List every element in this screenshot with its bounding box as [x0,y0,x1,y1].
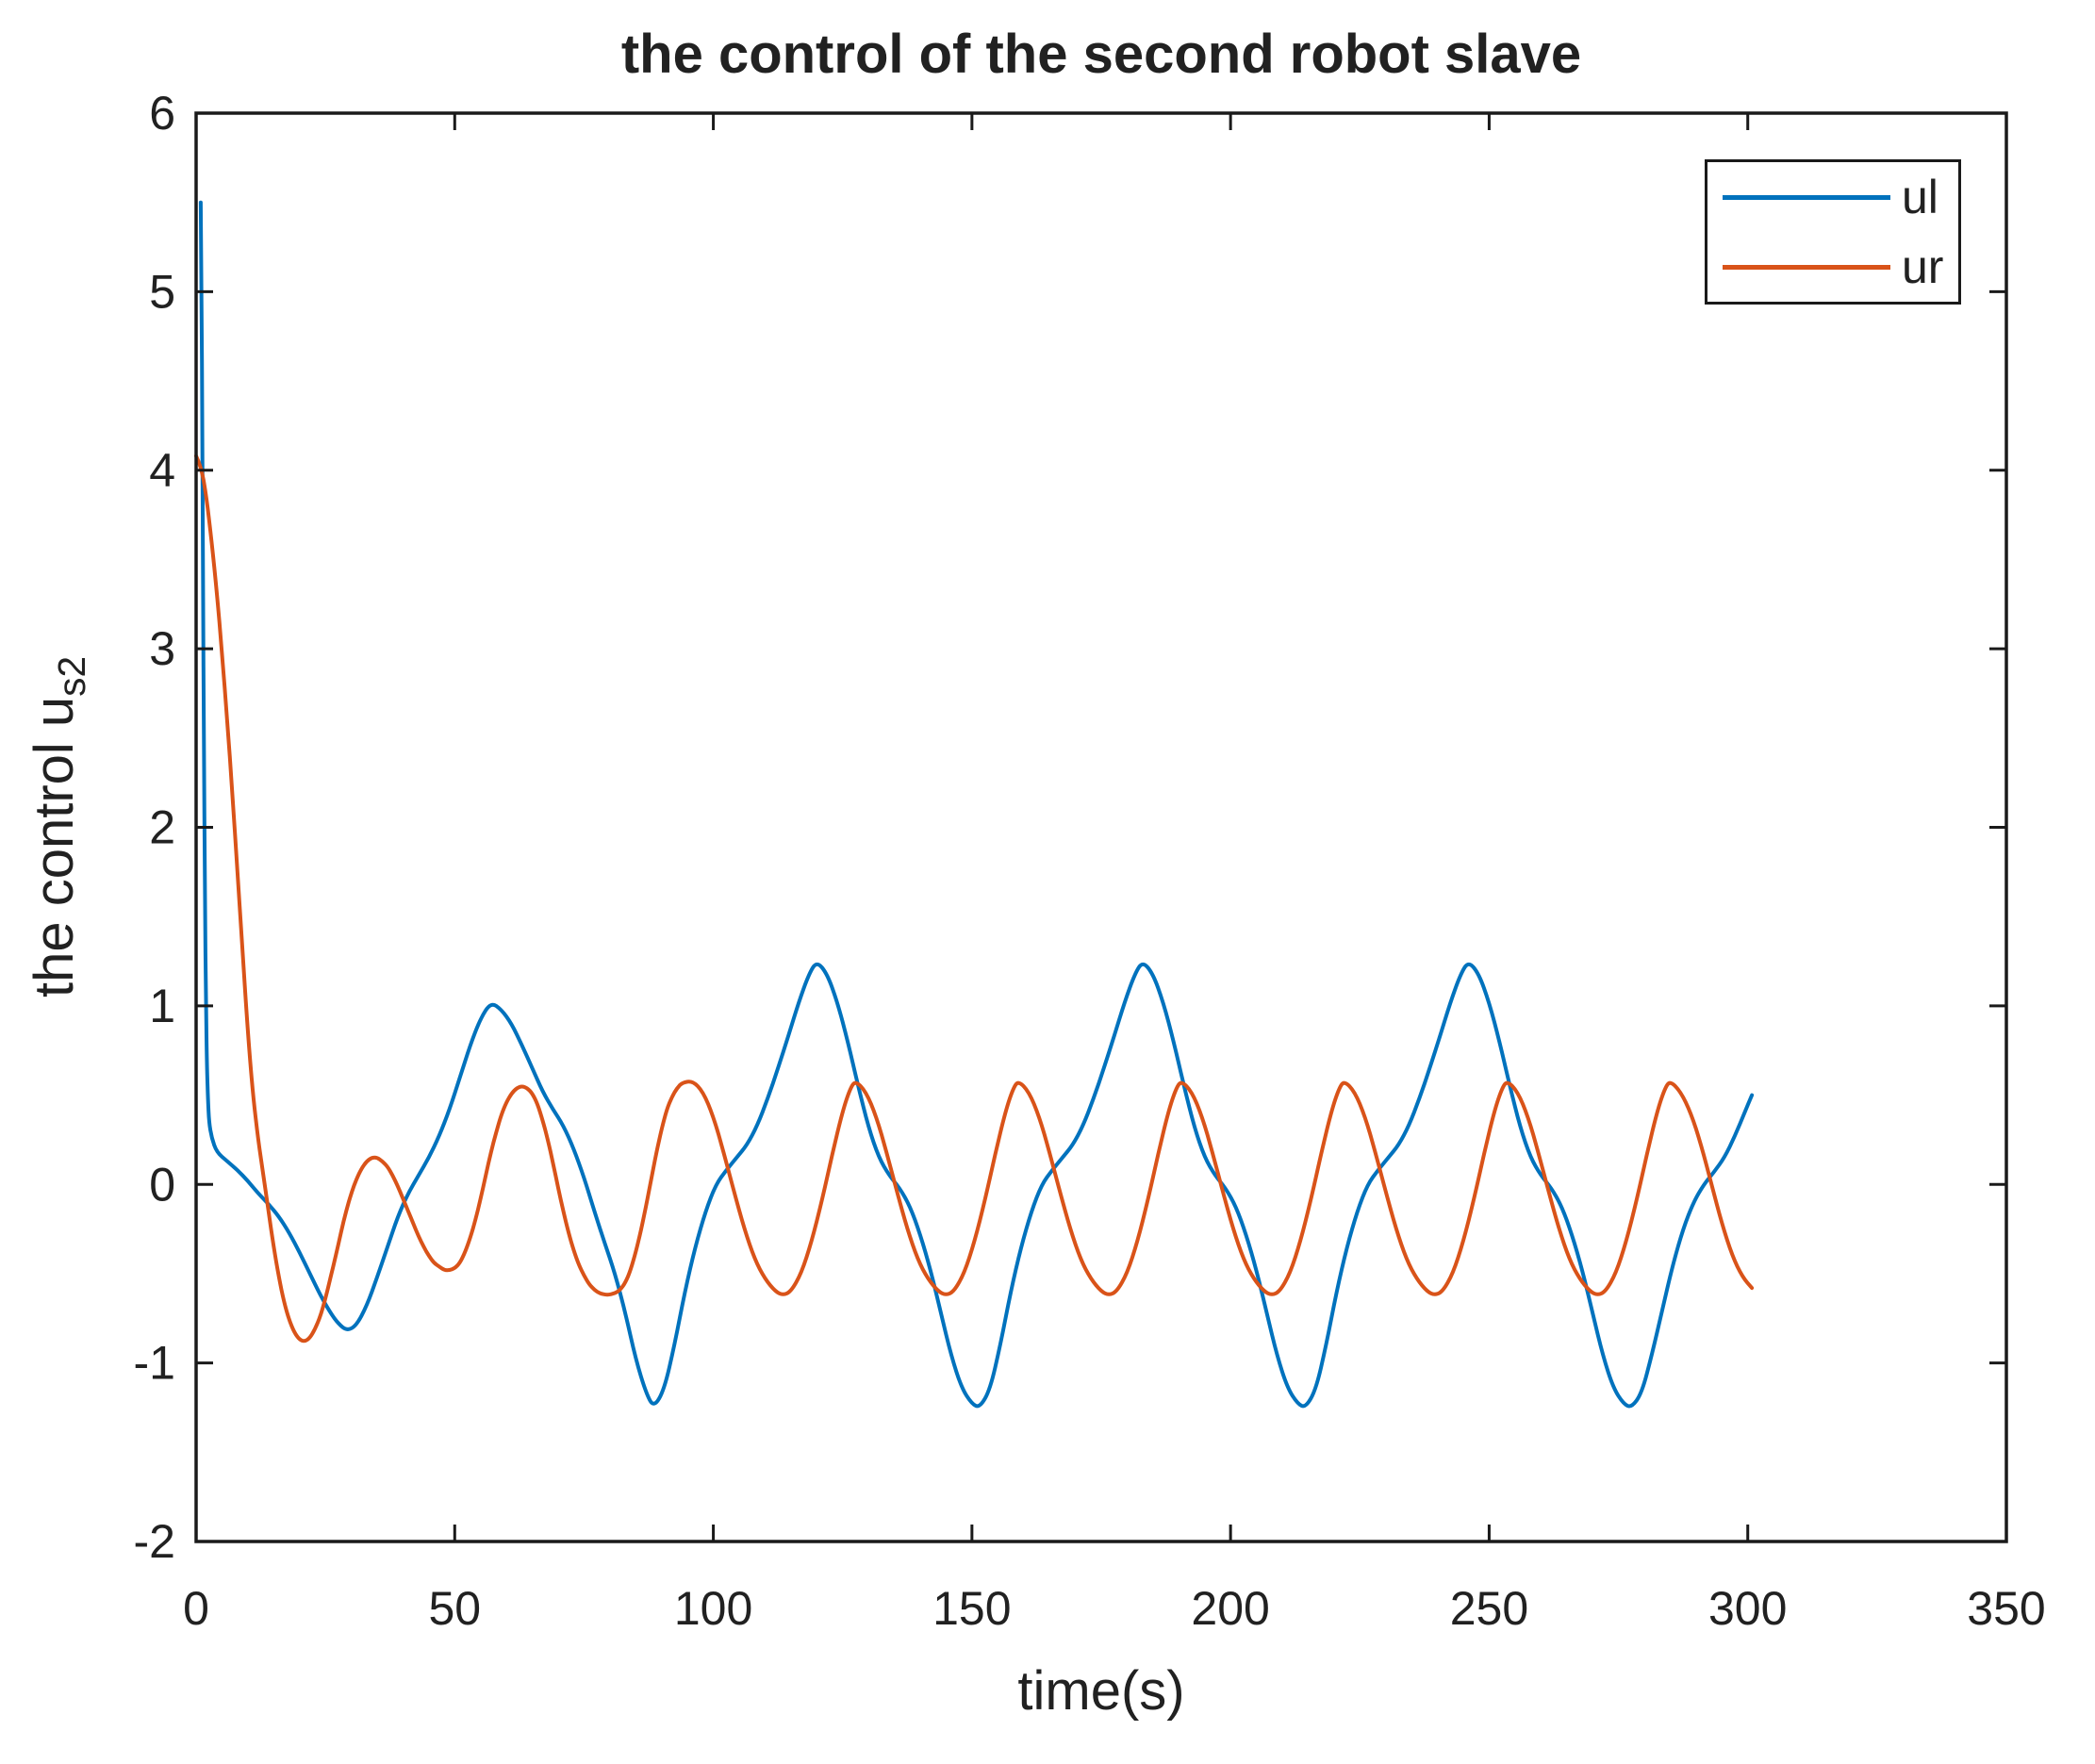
y-tick-label: 2 [149,801,175,854]
plot-border [194,111,2008,1543]
x-tick-label: 150 [932,1582,1011,1635]
legend-line-sample-ur [1723,264,1890,270]
y-tick-label: -1 [134,1337,175,1390]
x-tick-label: 100 [674,1582,752,1635]
y-tick-label: 4 [149,444,175,497]
y-tick-label: 0 [149,1158,175,1211]
legend-entry-ur: ur [1707,232,1958,302]
chart-title: the control of the second robot slave [620,24,1582,85]
x-tick-label: 250 [1450,1582,1528,1635]
y-axis-label: the control us2 [23,656,94,997]
legend-label-ul: ul [1902,171,1938,223]
x-tick-label: 50 [428,1582,481,1635]
y-tick-label: 6 [149,87,175,140]
legend-entry-ul: ul [1707,162,1958,232]
y-tick-label: -2 [134,1515,175,1568]
legend-box: ul ur [1705,159,1961,305]
series-line-ul [198,200,1755,1409]
x-tick-label: 0 [183,1582,209,1635]
x-tick-label: 350 [1967,1582,2045,1635]
legend-line-sample-ul [1723,194,1890,200]
series-line-ur [194,453,1755,1344]
y-axis-label-text: the control u [24,696,86,998]
x-tick-label: 300 [1708,1582,1787,1635]
y-tick-label: 1 [149,980,175,1032]
legend-label-ur: ur [1902,240,1944,293]
y-axis-label-subscript: s2 [49,655,93,697]
y-tick-label: 5 [149,265,175,318]
y-tick-label: 3 [149,622,175,675]
x-axis-label: time(s) [1017,1660,1185,1722]
x-tick-label: 200 [1191,1582,1269,1635]
